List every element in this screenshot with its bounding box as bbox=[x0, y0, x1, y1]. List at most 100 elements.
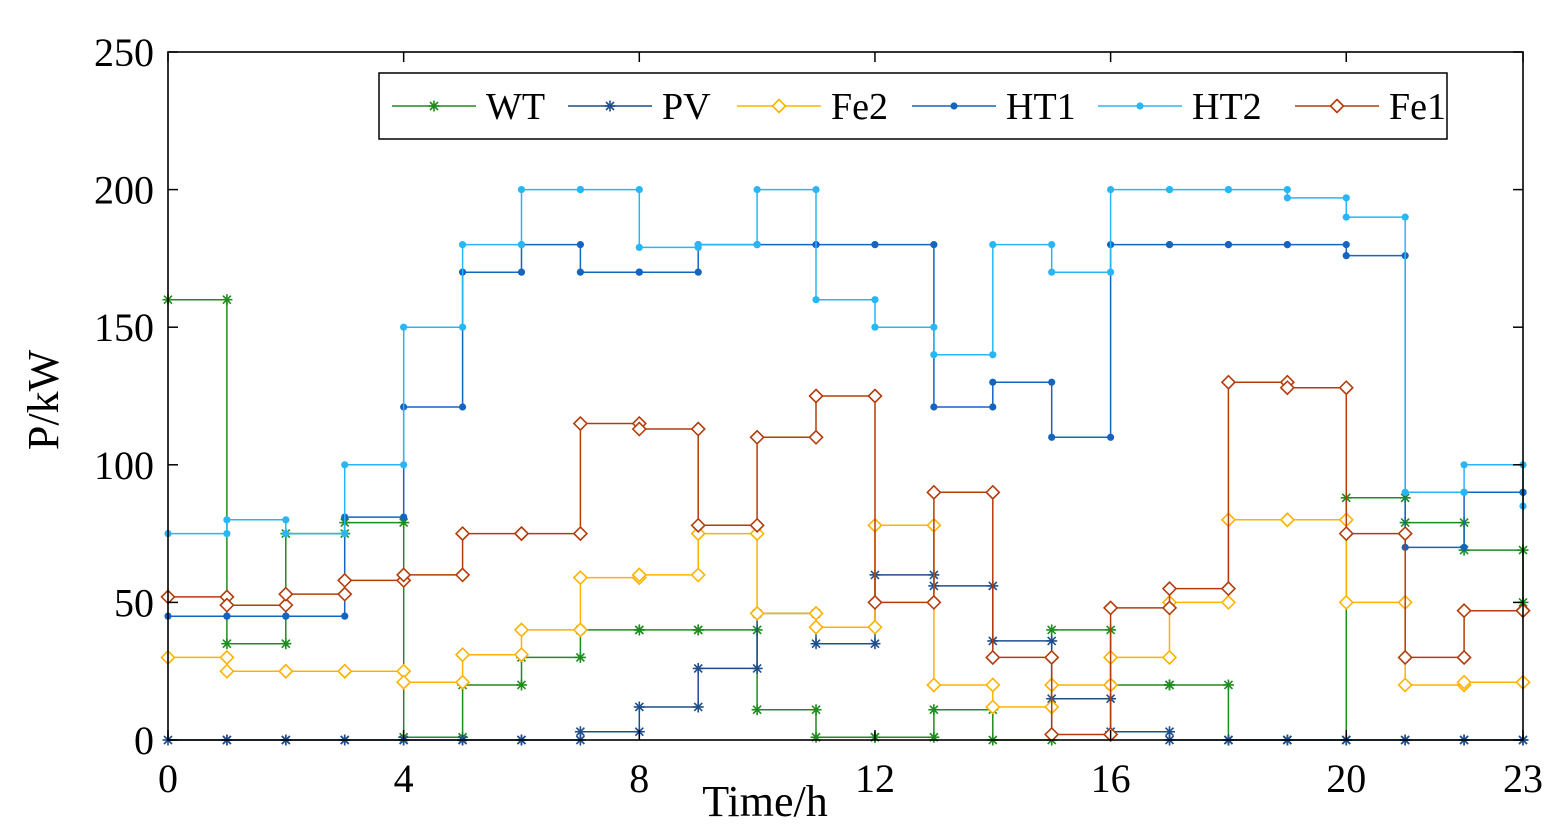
legend-item-ht2: HT2 bbox=[1098, 86, 1262, 128]
point-ht1-13 bbox=[576, 241, 584, 249]
legend-label-pv: PV bbox=[662, 86, 711, 128]
legend: WT PV Fe2 HT1 HT2 Fe1 bbox=[378, 72, 1448, 140]
point-fe1-29 bbox=[1044, 649, 1060, 666]
point-fe1-18 bbox=[690, 517, 706, 533]
legend-label-fe1: Fe1 bbox=[1389, 86, 1446, 128]
legend-label-fe2: Fe2 bbox=[831, 86, 888, 128]
point-ht2-14 bbox=[576, 186, 584, 194]
point-fe1-24 bbox=[867, 594, 883, 611]
point-fe2-11 bbox=[513, 647, 530, 663]
y-tick-label: 250 bbox=[94, 30, 154, 75]
point-ht2-11 bbox=[517, 241, 526, 249]
point-fe2-6 bbox=[337, 663, 353, 679]
point-ht2-21 bbox=[812, 186, 820, 194]
y-tick-label: 200 bbox=[94, 168, 154, 213]
x-tick-label: 20 bbox=[1326, 756, 1366, 801]
point-fe1-8 bbox=[396, 567, 412, 583]
legend-marker-fe2 bbox=[771, 98, 787, 114]
point-pv-23 bbox=[869, 638, 881, 650]
legend-marker-pv bbox=[604, 100, 616, 112]
point-wt-20 bbox=[751, 704, 763, 716]
point-fe2-19 bbox=[749, 525, 765, 542]
point-fe2-22 bbox=[808, 619, 824, 635]
legend-item-wt: WT bbox=[392, 86, 545, 128]
point-wt-3 bbox=[280, 638, 292, 650]
point-fe1-6 bbox=[337, 572, 353, 589]
point-fe2-18 bbox=[690, 525, 706, 542]
point-fe1-20 bbox=[749, 429, 765, 445]
point-fe1-22 bbox=[808, 388, 824, 404]
legend-marker-wt bbox=[428, 100, 440, 112]
point-ht1-30 bbox=[1048, 433, 1056, 441]
point-fe1-14 bbox=[572, 415, 589, 432]
point-ht1-34 bbox=[1165, 241, 1174, 249]
point-ht2-30 bbox=[1048, 268, 1056, 276]
point-fe2-10 bbox=[454, 647, 471, 663]
y-tick-label: 50 bbox=[114, 580, 154, 625]
point-pv-22 bbox=[810, 638, 822, 650]
point-fe1-25 bbox=[926, 594, 942, 611]
point-fe1-41 bbox=[1397, 525, 1413, 542]
point-fe1-34 bbox=[1161, 581, 1178, 597]
legend-item-fe1: Fe1 bbox=[1295, 86, 1446, 128]
point-ht2-18 bbox=[694, 241, 702, 249]
point-fe1-26 bbox=[926, 484, 942, 500]
point-fe2-14 bbox=[572, 570, 589, 586]
point-fe1-32 bbox=[1102, 600, 1119, 616]
point-ht2-15 bbox=[635, 186, 643, 194]
point-ht2-1 bbox=[223, 530, 231, 538]
point-fe2-26 bbox=[926, 677, 942, 693]
x-tick-label: 4 bbox=[394, 756, 414, 801]
point-fe1-2 bbox=[219, 597, 235, 613]
point-ht1-43 bbox=[1460, 543, 1468, 551]
point-ht2-36 bbox=[1224, 186, 1233, 194]
point-ht2-42 bbox=[1401, 488, 1409, 496]
point-fe2-40 bbox=[1338, 594, 1354, 611]
point-ht2-28 bbox=[989, 241, 997, 249]
point-fe1-21 bbox=[808, 429, 824, 445]
point-ht1-7 bbox=[400, 513, 408, 521]
point-fe1-35 bbox=[1220, 581, 1237, 597]
point-fe2-17 bbox=[690, 567, 706, 583]
series-ht2 bbox=[164, 186, 1527, 538]
point-fe2-33 bbox=[1161, 649, 1178, 666]
point-ht2-27 bbox=[989, 351, 997, 359]
point-ht1-38 bbox=[1283, 241, 1291, 249]
point-fe1-27 bbox=[985, 484, 1001, 500]
point-ht2-4 bbox=[282, 530, 290, 538]
point-fe2-44 bbox=[1456, 674, 1472, 690]
point-ht1-28 bbox=[989, 378, 997, 386]
point-ht1-25 bbox=[930, 241, 938, 249]
point-fe1-16 bbox=[631, 421, 647, 437]
point-ht2-43 bbox=[1460, 488, 1468, 496]
point-ht2-12 bbox=[517, 186, 526, 194]
point-wt-13 bbox=[574, 651, 586, 663]
point-fe2-12 bbox=[513, 622, 530, 638]
point-ht2-37 bbox=[1283, 186, 1291, 194]
x-tick-label: 16 bbox=[1091, 756, 1131, 801]
point-wt-11 bbox=[515, 679, 527, 691]
x-tick-label: 12 bbox=[855, 756, 895, 801]
x-tick-label: 8 bbox=[629, 756, 649, 801]
axis-ticks: 0 4 8 12 16 20 23 0 50 100 150 200 250 bbox=[94, 30, 1543, 801]
point-ht1-26 bbox=[930, 403, 938, 411]
point-fe1-9 bbox=[454, 567, 471, 583]
point-ht2-6 bbox=[341, 461, 349, 469]
point-wt-2 bbox=[221, 638, 233, 650]
point-fe1-33 bbox=[1161, 600, 1178, 616]
point-fe1-38 bbox=[1279, 380, 1295, 396]
point-pv-29 bbox=[1046, 635, 1058, 647]
point-fe1-3 bbox=[278, 597, 294, 613]
point-wt-26 bbox=[928, 704, 940, 716]
point-fe1-4 bbox=[278, 586, 294, 602]
point-ht1-4 bbox=[282, 612, 290, 620]
point-ht1-14 bbox=[576, 268, 584, 276]
point-ht2-40 bbox=[1342, 213, 1350, 221]
point-pv-16 bbox=[633, 701, 645, 713]
point-fe2-4 bbox=[278, 663, 294, 679]
x-tick-label: 0 bbox=[158, 756, 178, 801]
plot-marks bbox=[160, 186, 1531, 746]
point-fe2-23 bbox=[867, 619, 883, 635]
point-ht1-2 bbox=[223, 612, 231, 620]
point-fe1-17 bbox=[690, 421, 706, 437]
